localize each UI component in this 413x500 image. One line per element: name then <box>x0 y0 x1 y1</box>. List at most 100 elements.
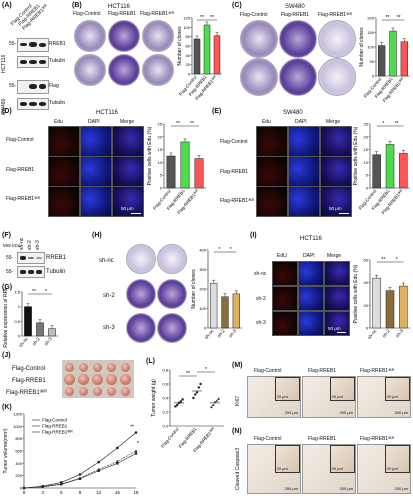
panel-f-blot-1: Tubulin <box>46 269 66 275</box>
dish-b-5 <box>108 54 140 86</box>
chart-h: 0 100 200 300 400 sh-nc sh-2 sh-3 * * Number of cl… <box>191 247 242 340</box>
sig-label-1: ** <box>190 121 194 127</box>
series-line-0 <box>23 453 137 489</box>
bar-1 <box>385 144 395 189</box>
point-2-0 <box>22 486 26 490</box>
y-tick-label: 0.8 <box>162 368 168 373</box>
panel-n-col-2: Flag-RREB1³ᴷᴿ <box>360 436 395 442</box>
bar-2 <box>399 285 408 329</box>
img-i-merge-3: 50 μm <box>324 311 350 336</box>
dish-b-1 <box>74 20 106 52</box>
ihc-m-3: 20 μm 200 μm <box>357 376 411 418</box>
sig-label-1: ** <box>395 121 399 127</box>
category-label-1: sh-2 <box>31 336 41 346</box>
y-tick-label: 10 <box>158 160 163 165</box>
img-d-merge-1 <box>112 126 144 157</box>
category-label-2: sh-3 <box>395 328 405 338</box>
y-axis-label: Tumor weight (g) <box>151 379 157 417</box>
bar-1 <box>180 141 190 189</box>
panel-f-mw-header: MW kDa <box>3 243 21 248</box>
point-0-3 <box>179 400 182 403</box>
bar-0 <box>24 306 32 337</box>
ihc-n-3-scale-large: 200 μm <box>394 486 408 491</box>
panel-d-col-2: Merge <box>120 119 135 125</box>
sig-label-1: * <box>137 441 139 447</box>
panel-i-row-2: sh-3 <box>256 320 266 326</box>
dish-c-2 <box>279 20 317 58</box>
ihc-m-3-scale-small: 20 μm <box>386 394 398 399</box>
y-tick-label: 25 <box>364 122 369 127</box>
panel-i-col-1: DAPI <box>303 253 315 259</box>
panel-b-row-2: Flag-RREB1³ᴷᴿ <box>140 11 175 17</box>
dish-c-4 <box>240 58 278 96</box>
point-1-5 <box>116 446 119 450</box>
panel-a-blot-1: Tubulin <box>49 58 66 64</box>
blot-tubulin-a2 <box>17 98 49 110</box>
y-tick-label: 100 <box>183 25 190 30</box>
dish-h-3 <box>126 279 156 309</box>
img-d-edu-1 <box>48 126 80 157</box>
point-2-1 <box>41 485 45 488</box>
y-tick-label: 15 <box>158 147 163 152</box>
bar-2 <box>232 293 240 329</box>
category-label-2: sh-3 <box>228 328 238 338</box>
y-tick-label: 20 <box>186 62 191 67</box>
point-0-6 <box>134 452 138 455</box>
panel-d-row-2: Flag-RREB1³ᴷᴿ <box>6 196 41 202</box>
panel-d-title: HCT116 <box>96 110 118 116</box>
panel-j-row-1: Flag-RREB1 <box>12 378 46 384</box>
sig-label-1: * <box>205 367 207 373</box>
point-2-5 <box>115 459 119 463</box>
category-label-0: sh-nc <box>367 328 378 340</box>
sig-label-0: ** <box>385 15 389 21</box>
point-1-3 <box>197 386 200 389</box>
legend-label-2: Flag-RREB1³ᴷᴿ <box>42 430 73 435</box>
y-tick-label: 20 <box>364 134 369 139</box>
point-1-1 <box>194 393 197 396</box>
panel-e-row-0: Flag-Control <box>220 139 248 145</box>
bar-0 <box>193 38 201 75</box>
x-tick-label: 15 <box>115 490 121 495</box>
sig-label-0: ** <box>32 289 36 295</box>
point-0-4 <box>181 398 184 401</box>
scalebar-i <box>337 332 346 333</box>
series-line-2 <box>23 450 137 489</box>
scalebar-e <box>339 213 349 214</box>
panel-h-row-2: sh-3 <box>103 325 115 331</box>
img-d-dapi-3 <box>80 186 112 217</box>
dish-h-4 <box>157 279 187 309</box>
panel-d-row-1: Flag-RREB1 <box>6 167 35 173</box>
img-e-edu-3 <box>256 186 288 217</box>
y-tick-label: 1000 <box>13 424 23 429</box>
panel-e-col-0: Edu <box>262 119 271 125</box>
blot-rreb1-f <box>17 252 45 264</box>
point-1-4 <box>97 460 100 464</box>
y-tick-label: 200 <box>15 473 22 478</box>
panel-a-blot-3: Tubulin <box>49 100 66 106</box>
panel-f-mw-1: 55- <box>6 269 14 275</box>
panel-n-col-0: Flag-Control <box>254 436 282 442</box>
chart-g: 00.511.5sh-nc sh-2 sh-3** *Relative express… <box>3 288 58 348</box>
bar-0 <box>372 154 381 189</box>
panel-a-blot-2: Flag <box>49 83 59 89</box>
bar-2 <box>400 41 408 77</box>
category-label-0: sh-nc <box>204 328 215 340</box>
panel-j-row-0: Flag-Control <box>12 366 46 372</box>
panel-f-blot-0: RREB1 <box>46 255 67 261</box>
scalebar-label-e: 50 μm <box>329 206 342 211</box>
ihc-n-1: 20 μm 200 μm <box>247 444 301 494</box>
panel-e-col-1: DAPI <box>295 119 307 125</box>
y-tick-label: 20 <box>364 303 369 308</box>
panel-i-col-0: EdU <box>277 253 287 259</box>
bar-2 <box>213 35 221 75</box>
y-tick-label: 0.2 <box>162 410 168 415</box>
y-axis-label: Tumor volume(mm³) <box>3 428 9 473</box>
img-e-dapi-1 <box>288 126 320 157</box>
panel-f-lane-1: sh-2 <box>27 240 33 250</box>
panel-c-row-2: Flag-RREB1³ᴷᴿ <box>318 12 353 18</box>
point-1-6 <box>134 431 138 434</box>
panel-n-col-1: Flag-RREB1 <box>308 436 337 442</box>
y-tick-label: 80 <box>186 34 191 39</box>
y-tick-label: 800 <box>15 436 22 441</box>
